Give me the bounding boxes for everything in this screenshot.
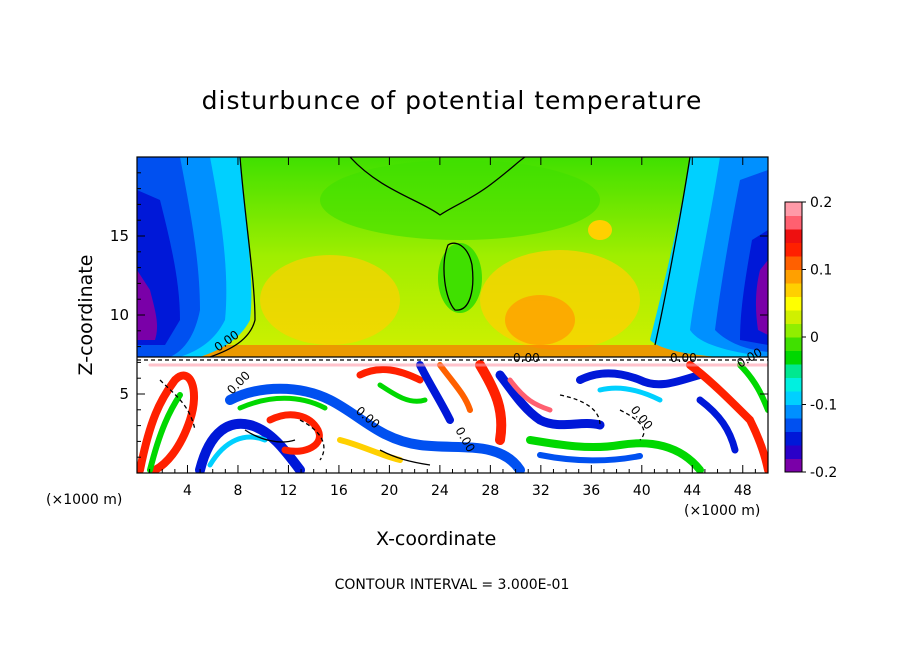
plot-area-fill: 0.00 0.00 0.00 0.00 0.00 0.00 0.00 0.00 bbox=[137, 157, 768, 473]
lower-layer-fill bbox=[137, 357, 768, 473]
colorbar-swatch bbox=[785, 377, 802, 392]
colorbar-swatch bbox=[785, 404, 802, 419]
x-tick-label: 40 bbox=[633, 483, 651, 499]
warm-patch bbox=[588, 220, 612, 240]
cold-column-left bbox=[137, 270, 158, 340]
y-axis: 5 10 15 bbox=[110, 172, 768, 458]
colorbar-swatch bbox=[785, 215, 802, 230]
y-axis-label: Z-coordinate bbox=[75, 254, 97, 376]
y-tick-label: 5 bbox=[119, 385, 129, 403]
contour-lines bbox=[137, 157, 768, 466]
x-tick-label: 32 bbox=[532, 483, 550, 499]
colorbar-tick-label: 0 bbox=[810, 330, 819, 346]
colorbar-swatch bbox=[785, 229, 802, 243]
y-tick-label: 15 bbox=[110, 227, 129, 245]
colorbar-swatch bbox=[785, 350, 802, 365]
colorbar-tick-label: -0.2 bbox=[810, 465, 837, 481]
colorbar-swatch bbox=[785, 337, 802, 351]
colorbar-tick-label: 0.2 bbox=[810, 195, 832, 211]
x-tick-label: 4 bbox=[183, 483, 192, 499]
x-tick-label: 28 bbox=[481, 483, 499, 499]
colorbar-swatch bbox=[785, 256, 802, 270]
contour-interval-note: CONTOUR INTERVAL = 3.000E-01 bbox=[334, 577, 570, 593]
turbulent-bands bbox=[137, 360, 768, 473]
warm-patch bbox=[260, 255, 400, 345]
colorbar-swatch bbox=[785, 310, 802, 324]
x-axis: 4 8 12 16 20 24 28 32 36 40 44 48 bbox=[149, 157, 756, 499]
x-tick-label: 36 bbox=[582, 483, 600, 499]
colorbar-swatch bbox=[785, 391, 802, 405]
x-unit-label-left: (×1000 m) bbox=[46, 492, 123, 508]
x-tick-label: 20 bbox=[380, 483, 398, 499]
colorbar-swatch bbox=[785, 431, 802, 446]
colorbar-swatch bbox=[785, 323, 802, 338]
colorbar-swatch bbox=[785, 202, 802, 216]
colorbar-swatch bbox=[785, 296, 802, 311]
contour-label: 0.00 bbox=[513, 351, 540, 365]
cold-column-right bbox=[755, 260, 768, 335]
x-tick-label: 12 bbox=[280, 483, 298, 499]
colorbar: 0.2 0.1 0 -0.1 -0.2 bbox=[784, 195, 837, 481]
inversion-band bbox=[137, 345, 768, 357]
x-tick-label: 8 bbox=[233, 483, 242, 499]
colorbar-swatch bbox=[785, 364, 802, 378]
cool-patch bbox=[320, 160, 600, 240]
warm-patch bbox=[505, 295, 575, 345]
contour-label: 0.00 bbox=[670, 351, 697, 365]
x-tick-label: 16 bbox=[330, 483, 348, 499]
x-tick-label: 24 bbox=[431, 483, 449, 499]
colorbar-swatch bbox=[785, 458, 802, 473]
x-tick-label: 48 bbox=[734, 483, 752, 499]
x-unit-label-right: (×1000 m) bbox=[684, 503, 761, 519]
colorbar-tick-label: 0.1 bbox=[810, 263, 832, 279]
y-tick-label: 10 bbox=[110, 306, 129, 324]
x-axis-label: X-coordinate bbox=[376, 528, 497, 550]
x-tick-label: 44 bbox=[683, 483, 701, 499]
colorbar-swatch bbox=[785, 269, 802, 284]
colorbar-swatch bbox=[785, 242, 802, 257]
colorbar-swatch bbox=[785, 283, 802, 297]
colorbar-tick-label: -0.1 bbox=[810, 398, 837, 414]
colorbar-swatch bbox=[785, 418, 802, 432]
chart-title: disturbunce of potential temperature bbox=[201, 86, 703, 115]
colorbar-swatch bbox=[785, 445, 802, 459]
